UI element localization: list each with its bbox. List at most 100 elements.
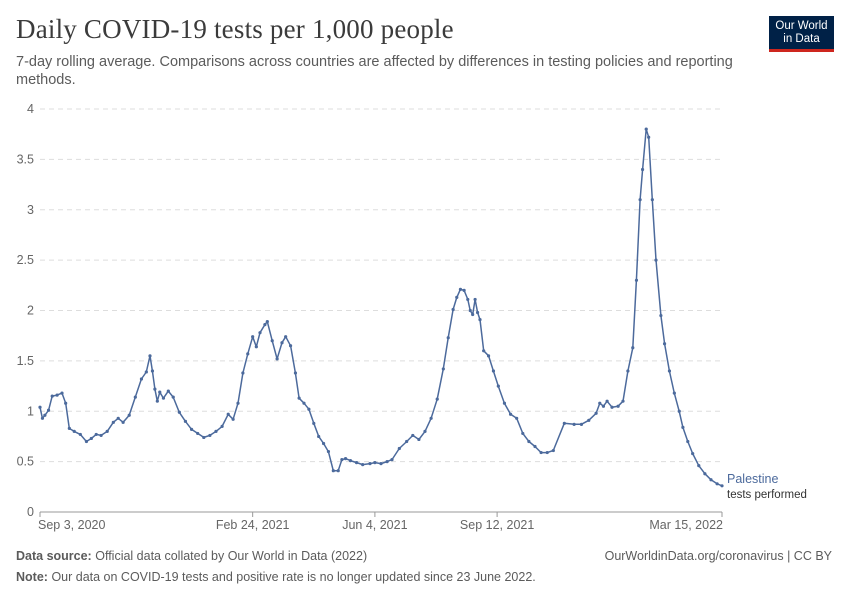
data-point: [50, 394, 54, 398]
data-point: [312, 421, 316, 425]
data-point: [231, 417, 235, 421]
series-points: [38, 127, 724, 488]
data-point: [451, 307, 455, 312]
y-tick-label: 2.5: [17, 253, 34, 267]
x-tick-label: Mar 15, 2022: [649, 518, 723, 532]
y-tick-label: 4: [27, 102, 34, 116]
data-point: [598, 401, 602, 405]
data-point: [709, 478, 713, 482]
data-point: [441, 367, 445, 371]
data-point: [539, 450, 543, 455]
data-point: [496, 384, 500, 388]
series-lines: [39, 128, 723, 487]
data-point: [177, 410, 181, 414]
data-point: [654, 258, 658, 262]
data-point: [697, 464, 701, 468]
data-point: [662, 342, 667, 346]
data-point: [72, 429, 76, 433]
x-tick-label: Feb 24, 2021: [216, 518, 290, 532]
data-point: [397, 446, 401, 451]
data-point: [551, 448, 555, 453]
data-point: [594, 411, 598, 415]
data-point: [703, 472, 707, 476]
chart-subtitle: 7-day rolling average. Comparisons acros…: [16, 54, 733, 88]
data-point: [634, 278, 639, 282]
data-point: [208, 433, 212, 438]
data-point: [99, 433, 103, 438]
data-point: [644, 127, 648, 131]
data-source: Data source: Official data collated by O…: [16, 549, 367, 563]
data-point: [89, 436, 93, 441]
data-point: [220, 424, 224, 428]
data-point: [466, 297, 470, 302]
data-point: [105, 429, 109, 433]
data-point: [46, 408, 51, 412]
data-point: [258, 331, 262, 335]
note-label: Note:: [16, 570, 48, 584]
note: Note: Our data on COVID-19 tests and pos…: [16, 570, 536, 584]
data-point: [508, 412, 513, 416]
data-point: [672, 391, 676, 395]
data-point: [429, 416, 433, 420]
data-point: [715, 482, 719, 486]
data-point: [659, 313, 663, 318]
data-point: [390, 458, 394, 462]
data-point: [263, 323, 267, 327]
y-axis-tick-labels: 0 0.5 1 1.5 2 2.5 3 3.5 4: [17, 102, 34, 519]
data-point: [67, 426, 71, 430]
series-label-name[interactable]: Palestine: [727, 472, 778, 486]
y-tick-label: 1: [27, 404, 34, 418]
data-point: [631, 346, 635, 350]
data-point: [84, 439, 89, 444]
y-tick-label: 2: [27, 304, 34, 318]
data-point: [446, 336, 450, 340]
data-point: [331, 469, 335, 473]
data-point: [94, 432, 98, 437]
data-point: [343, 457, 348, 461]
data-point: [348, 459, 353, 463]
data-point: [417, 437, 421, 442]
data-point: [667, 369, 672, 373]
data-point: [150, 369, 155, 373]
series-label-metric: tests performed: [727, 489, 807, 501]
data-point: [60, 391, 64, 395]
data-point: [275, 357, 279, 361]
logo-line-1: Our World: [775, 20, 828, 32]
data-source-label: Data source:: [16, 549, 92, 563]
data-point: [610, 405, 614, 409]
data-point: [616, 404, 620, 408]
data-point: [236, 401, 240, 405]
data-point: [226, 412, 230, 416]
data-point: [502, 401, 507, 405]
series-labels[interactable]: Palestine tests performed: [727, 472, 807, 501]
data-point: [251, 335, 255, 339]
x-tick-label: Sep 12, 2021: [460, 518, 534, 532]
series-line[interactable]: [39, 128, 723, 487]
data-point: [158, 390, 162, 394]
url-license-link[interactable]: OurWorldinData.org/coronavirus | CC BY: [604, 549, 832, 563]
data-point: [153, 387, 157, 391]
data-point: [166, 389, 170, 393]
data-point: [491, 369, 496, 373]
owid-logo[interactable]: Our World in Data: [769, 16, 834, 52]
data-point: [64, 401, 68, 405]
data-point: [691, 451, 695, 456]
data-point: [686, 439, 690, 444]
data-point: [458, 287, 463, 291]
data-point: [144, 370, 148, 374]
data-point: [127, 413, 131, 417]
data-point: [482, 349, 486, 353]
data-source-text: Official data collated by Our World in D…: [95, 549, 368, 563]
x-tick-label: Jun 4, 2021: [342, 518, 407, 532]
data-point: [40, 416, 45, 420]
data-point: [677, 409, 681, 413]
data-point: [246, 352, 250, 356]
data-point: [361, 463, 365, 467]
y-tick-label: 0.5: [17, 455, 34, 469]
data-point: [321, 441, 326, 446]
data-point: [326, 449, 331, 454]
data-point: [317, 434, 321, 439]
data-point: [241, 371, 245, 375]
data-point: [336, 469, 340, 473]
